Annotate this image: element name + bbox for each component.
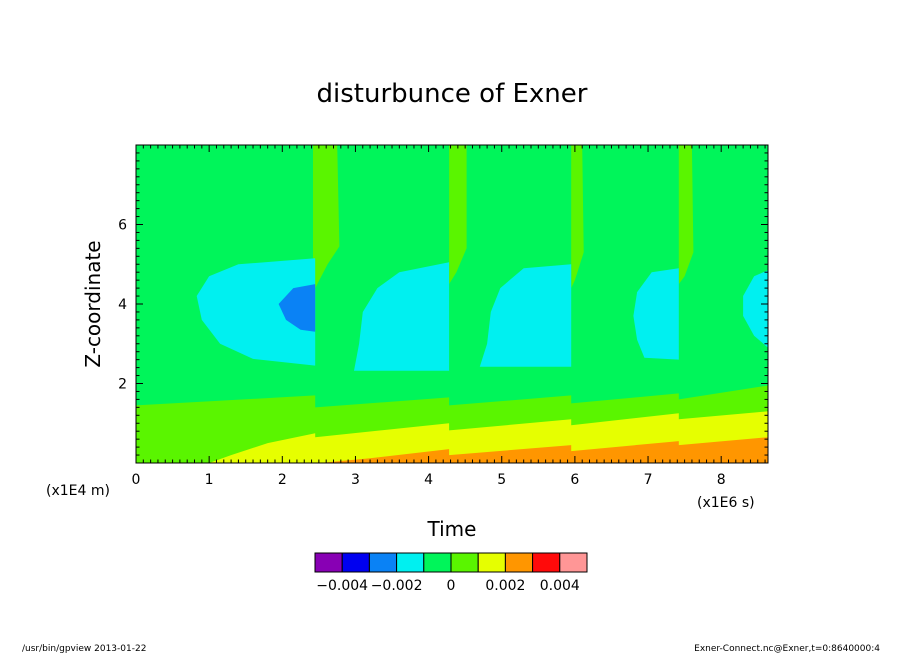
x-axis-label: Time xyxy=(427,517,477,541)
contour-strip-0.001 xyxy=(571,145,584,289)
contour-lobe-neg-0.001 xyxy=(196,258,316,366)
colorbar-swatch xyxy=(396,552,425,573)
contour-strip-0.001 xyxy=(449,145,467,285)
footer-right: Exner-Connect.nc@Exner,t=0:8640000:4 xyxy=(694,644,880,654)
colorbar-label: −0.004 xyxy=(316,578,368,594)
x-tick-label: 3 xyxy=(351,472,360,488)
colorbar-swatch xyxy=(504,552,534,573)
x-tick-label: 2 xyxy=(278,472,287,488)
x-tick-labels: 0 1 2 3 4 5 6 7 8 xyxy=(132,472,726,488)
colorbar-swatch xyxy=(341,552,370,573)
contour-core-neg-0.002 xyxy=(278,284,316,332)
plot-area xyxy=(136,145,768,463)
colorbar-swatch xyxy=(559,552,588,573)
x-tick-label: 7 xyxy=(644,472,653,488)
x-tick-label: 4 xyxy=(424,472,433,488)
x-tick-label: 6 xyxy=(570,472,579,488)
colorbar xyxy=(314,552,588,573)
contour-strip-0.001 xyxy=(678,145,694,285)
contour-lobe-neg-0.001 xyxy=(479,264,572,367)
colorbar-swatch xyxy=(314,552,343,573)
contour-strip-0.001 xyxy=(313,145,340,289)
x-tick-label: 1 xyxy=(205,472,214,488)
y-axis-label: Z-coordinate xyxy=(81,240,105,367)
contour-lobe-neg-0.001 xyxy=(743,270,768,348)
y-unit-label: (x1E4 m) xyxy=(46,483,110,499)
x-tick-label: 0 xyxy=(132,472,141,488)
contour-lobe-neg-0.001 xyxy=(354,262,450,371)
colorbar-swatch xyxy=(450,552,479,573)
colorbar-swatch xyxy=(368,552,398,573)
chart-title: disturbunce of Exner xyxy=(317,79,588,109)
axis-ticks xyxy=(135,145,768,463)
contour-lobe-neg-0.001 xyxy=(633,268,679,360)
colorbar-swatch xyxy=(477,552,506,573)
footer-left: /usr/bin/gpview 2013-01-22 xyxy=(22,644,146,654)
y-tick-label: 6 xyxy=(118,218,127,234)
x-unit-label: (x1E6 s) xyxy=(697,495,755,511)
colorbar-swatch xyxy=(532,552,561,573)
x-tick-label: 8 xyxy=(717,472,726,488)
x-tick-label: 5 xyxy=(497,472,506,488)
y-tick-labels: 2 4 6 xyxy=(118,218,127,393)
y-tick-label: 4 xyxy=(118,297,127,313)
colorbar-label: 0.002 xyxy=(485,578,525,594)
colorbar-label: −0.002 xyxy=(371,578,423,594)
colorbar-swatch xyxy=(423,552,452,573)
colorbar-label: 0 xyxy=(447,578,456,594)
contour-band-0.003 xyxy=(318,437,768,463)
colorbar-label: 0.004 xyxy=(540,578,580,594)
y-tick-label: 2 xyxy=(118,377,127,393)
colorbar-labels: −0.004 −0.002 0 0.002 0.004 xyxy=(316,578,580,594)
